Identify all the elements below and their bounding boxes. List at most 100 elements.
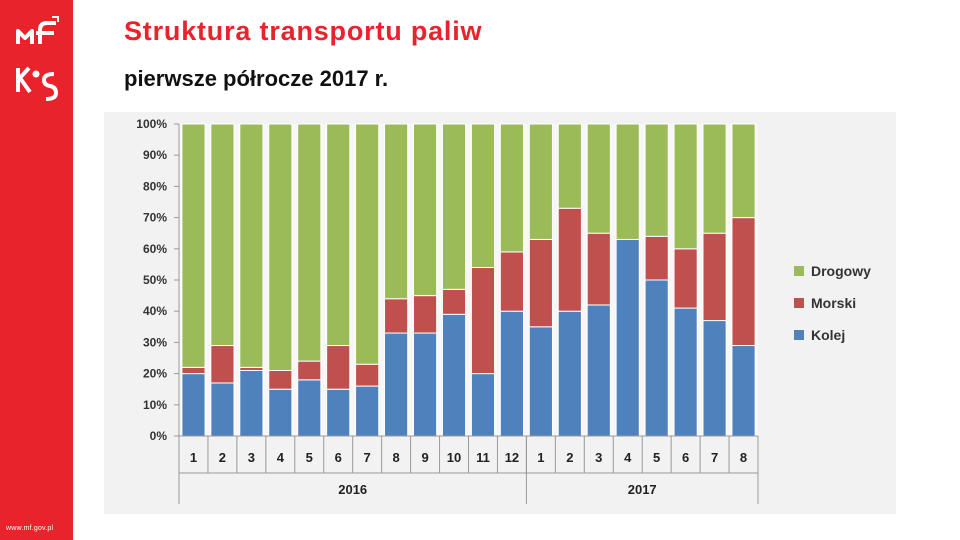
bar-segment-drogowy: [644, 123, 669, 237]
x-tick-label: 11: [476, 450, 490, 465]
bar-segment-drogowy: [210, 123, 235, 347]
bar-segment-drogowy: [499, 123, 525, 253]
bar-segment-kolej: [181, 373, 206, 437]
legend-swatch-morski: [794, 298, 804, 308]
bar-segment-morski: [702, 232, 727, 322]
bar-segment-drogowy: [557, 123, 582, 209]
y-tick-label: 90%: [143, 148, 167, 162]
x-tick-label: 1: [537, 450, 544, 465]
x-tick-label: 3: [248, 450, 255, 465]
bar-segment-kolej: [586, 304, 611, 437]
x-tick-label: 10: [447, 450, 461, 465]
bar-segment-drogowy: [441, 123, 467, 290]
bar-segment-drogowy: [239, 123, 264, 368]
y-tick-label: 80%: [143, 179, 167, 193]
legend-label-kolej: Kolej: [811, 327, 845, 343]
bar-segment-kolej: [528, 326, 553, 437]
bar-segment-drogowy: [470, 123, 496, 269]
bar-segment-drogowy: [355, 123, 380, 365]
y-tick-label: 70%: [143, 211, 167, 225]
legend-swatch-kolej: [794, 330, 804, 340]
bar-segment-morski: [297, 360, 322, 381]
y-tick-label: 30%: [143, 335, 167, 349]
bar-segment-drogowy: [384, 123, 409, 300]
x-tick-label: 2: [219, 450, 226, 465]
bar-segment-morski: [470, 267, 496, 375]
footer-url[interactable]: www.mf.gov.pl: [6, 525, 54, 532]
mf-logo: [16, 16, 59, 44]
x-tick-label: 12: [505, 450, 519, 465]
bar-segment-morski: [181, 366, 206, 375]
y-tick-label: 20%: [143, 367, 167, 381]
bar-segment-kolej: [239, 369, 264, 437]
bar-segment-kolej: [615, 238, 640, 437]
y-tick-label: 0%: [150, 429, 168, 443]
page-title: Struktura transportu paliw: [124, 16, 483, 46]
bar-segment-morski: [731, 217, 756, 347]
bar-segment-drogowy: [297, 123, 322, 362]
bar-segment-kolej: [731, 345, 756, 437]
bar-segment-morski: [210, 345, 235, 384]
y-tick-label: 50%: [143, 273, 167, 287]
group-label: 2016: [338, 482, 367, 497]
bar-segment-kolej: [210, 382, 235, 437]
bar-segment-kolej: [268, 388, 293, 437]
x-tick-label: 2: [566, 450, 573, 465]
group-label: 2017: [628, 482, 657, 497]
bar-segment-drogowy: [586, 123, 611, 234]
sidebar: www.mf.gov.pl: [0, 0, 73, 540]
bar-segment-kolej: [326, 388, 351, 437]
bar-segment-drogowy: [268, 123, 293, 371]
bar-segment-morski: [441, 288, 467, 315]
y-tick-label: 10%: [143, 398, 167, 412]
y-tick-label: 100%: [136, 117, 167, 131]
x-tick-label: 3: [595, 450, 602, 465]
x-tick-label: 6: [335, 450, 342, 465]
bar-segment-morski: [644, 235, 669, 281]
x-tick-label: 4: [624, 450, 632, 465]
x-tick-label: 9: [421, 450, 428, 465]
bar-segment-kolej: [384, 332, 409, 437]
bar-segment-drogowy: [326, 123, 351, 347]
bar-segment-morski: [557, 207, 582, 312]
bar-segment-morski: [268, 369, 293, 390]
bar-segment-drogowy: [615, 123, 640, 240]
bar-segment-morski: [528, 238, 553, 328]
plot-area: [179, 124, 758, 436]
bar-segment-morski: [499, 251, 525, 312]
bar-segment-kolej: [470, 373, 496, 437]
kas-logo: [16, 66, 59, 101]
chart-panel: 0% 10% 20% 30% 40% 50% 60% 70% 80% 90% 100% 1 2 3 4 5 6 7…: [104, 112, 896, 514]
bar-segment-morski: [384, 298, 409, 334]
bar-segment-kolej: [499, 310, 525, 437]
legend-label-drogowy: Drogowy: [811, 263, 871, 279]
bar-segment-kolej: [702, 320, 727, 437]
x-tick-label: 5: [306, 450, 313, 465]
bar-segment-drogowy: [731, 123, 756, 219]
bar-segment-kolej: [557, 310, 582, 437]
bar-segment-morski: [586, 232, 611, 306]
bar-segment-kolej: [355, 385, 380, 437]
x-tick-label: 5: [653, 450, 660, 465]
bar-segment-drogowy: [412, 123, 438, 297]
x-tick-label: 8: [740, 450, 747, 465]
bar-segment-morski: [355, 363, 380, 387]
bar-segment-morski: [673, 248, 698, 309]
bar-segment-drogowy: [181, 123, 206, 368]
bar-segment-kolej: [673, 307, 698, 437]
legend-swatch-drogowy: [794, 266, 804, 276]
x-tick-label: 7: [711, 450, 718, 465]
bar-segment-kolej: [297, 379, 322, 437]
bar-segment-drogowy: [673, 123, 698, 250]
bar-segment-kolej: [412, 332, 438, 437]
bar-segment-morski: [412, 295, 438, 334]
page-subtitle: pierwsze półrocze 2017 r.: [124, 66, 389, 91]
x-tick-label: 6: [682, 450, 689, 465]
x-tick-label: 7: [364, 450, 371, 465]
stacked-bar-chart: 0%10%20%30%40%50%60%70%80%90%100%1 2 3 4 5 6 7…: [136, 117, 871, 504]
x-tick-label: 1: [190, 450, 197, 465]
x-tick-label: 4: [277, 450, 285, 465]
x-tick-label: 8: [393, 450, 400, 465]
bar-segment-morski: [326, 345, 351, 390]
y-tick-label: 40%: [143, 304, 167, 318]
